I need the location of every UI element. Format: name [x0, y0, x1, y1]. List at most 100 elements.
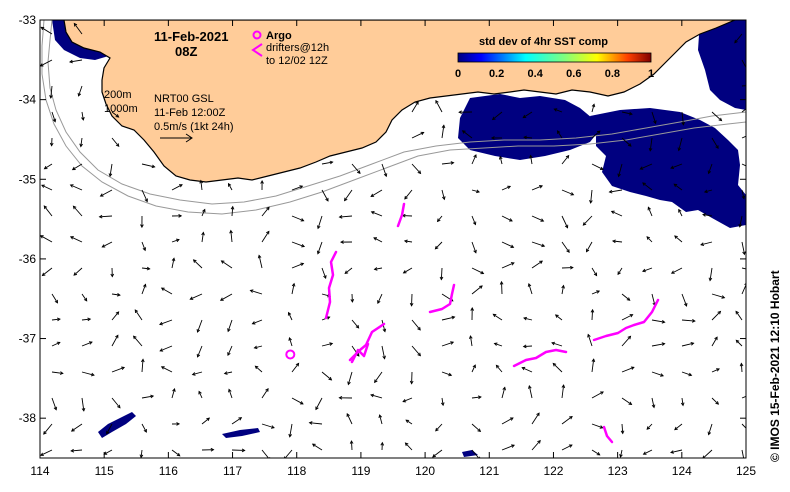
current-vector-head [160, 366, 165, 370]
current-vector-head [596, 452, 601, 456]
current-vector-head [317, 225, 321, 230]
current-vector-head [417, 170, 422, 175]
current-vector-head [344, 197, 348, 202]
current-vector [141, 163, 155, 168]
current-vector-head [370, 193, 375, 197]
current-vector-head [228, 182, 232, 187]
current-vector-head [680, 402, 685, 407]
current-vector-head [690, 342, 695, 346]
current-vector-head [53, 406, 58, 411]
current-vector [501, 387, 506, 399]
x-tick-label: 119 [351, 464, 370, 478]
x-tick-label: 124 [672, 464, 692, 478]
current-vector [561, 285, 564, 295]
current-vector [261, 388, 269, 399]
current-vector [71, 449, 83, 452]
colorbar-tick-label: 0.6 [566, 68, 581, 80]
current-vector [462, 130, 473, 139]
current-vector [171, 184, 183, 191]
current-vector [734, 33, 743, 44]
map-hour: 08Z [175, 44, 197, 59]
current-vector-head [146, 266, 151, 271]
current-vector-head [670, 450, 674, 454]
current-vector-head [404, 195, 408, 200]
current-vector-head [589, 199, 593, 204]
current-vector-head [432, 453, 436, 458]
current-vector [611, 210, 623, 217]
current-vector-head [49, 95, 53, 99]
current-vector-head [479, 285, 483, 289]
current-vector [471, 423, 481, 432]
current-vector [291, 215, 304, 222]
current-vector-head [202, 208, 206, 213]
current-vector [621, 397, 632, 405]
current-vector [531, 185, 543, 191]
current-vector-head [79, 143, 83, 148]
current-vector-head [540, 218, 545, 222]
current-vector [312, 443, 323, 451]
current-vector-head [673, 183, 678, 188]
x-tick-label: 115 [95, 464, 114, 478]
current-vector-head [377, 300, 381, 305]
current-vector-head [721, 295, 726, 299]
current-vector [141, 189, 148, 202]
current-vector-head [270, 425, 275, 429]
current-vector [709, 267, 713, 281]
current-vector [261, 423, 275, 429]
current-vector-head [283, 456, 287, 458]
current-vector [40, 26, 53, 35]
current-vector [228, 183, 233, 191]
plot-frame [39, 19, 747, 459]
current-vector-head [522, 114, 527, 119]
current-vector [261, 231, 270, 243]
current-vector-head [189, 296, 194, 300]
current-vector-head [291, 282, 296, 287]
current-vector [347, 371, 353, 385]
current-vector-head [738, 223, 743, 228]
current-vector-head [681, 121, 685, 126]
current-vector [231, 417, 242, 425]
current-vector-head [355, 352, 360, 357]
current-vector [741, 135, 746, 139]
current-vector-head [556, 130, 561, 134]
current-vector [651, 319, 665, 323]
current-vector [531, 260, 543, 269]
current-vector [200, 180, 203, 191]
current-vector [291, 283, 295, 295]
current-vector [133, 335, 143, 347]
current-vector-head [620, 430, 625, 435]
current-vector [73, 267, 83, 276]
current-vector [81, 397, 85, 411]
colorbar-ticks: 0 0.2 0.4 0.6 0.8 1 [455, 68, 654, 80]
colorbar-title: std dev of 4hr SST comp [479, 36, 608, 48]
current-vector [670, 449, 683, 453]
current-vector-head [599, 166, 604, 170]
current-vector-head [41, 272, 46, 277]
current-vector [441, 341, 454, 347]
current-vector [591, 391, 604, 399]
current-vector [582, 215, 593, 226]
current-vector-head [670, 165, 675, 170]
current-vector-head [646, 236, 651, 240]
y-tick-label: -38 [19, 411, 37, 425]
current-vector-head [299, 185, 304, 189]
current-vector [435, 423, 443, 432]
current-vector-head [590, 308, 595, 313]
current-vector [109, 163, 113, 177]
current-vector [670, 163, 683, 169]
current-vector-head [77, 92, 82, 97]
current-vector [649, 137, 653, 151]
current-vector [228, 389, 233, 399]
current-vector-head [568, 444, 573, 448]
current-vector [531, 215, 544, 222]
current-vector [441, 397, 444, 406]
current-vector [651, 293, 656, 306]
current-model: NRT00 GSL [154, 93, 214, 105]
current-vector [711, 397, 719, 405]
current-vector-head [295, 362, 300, 367]
current-vector [651, 371, 664, 377]
current-vector-head [569, 265, 574, 270]
current-vector-head [552, 362, 557, 367]
current-vector-head [98, 214, 103, 219]
current-vector [735, 339, 743, 347]
